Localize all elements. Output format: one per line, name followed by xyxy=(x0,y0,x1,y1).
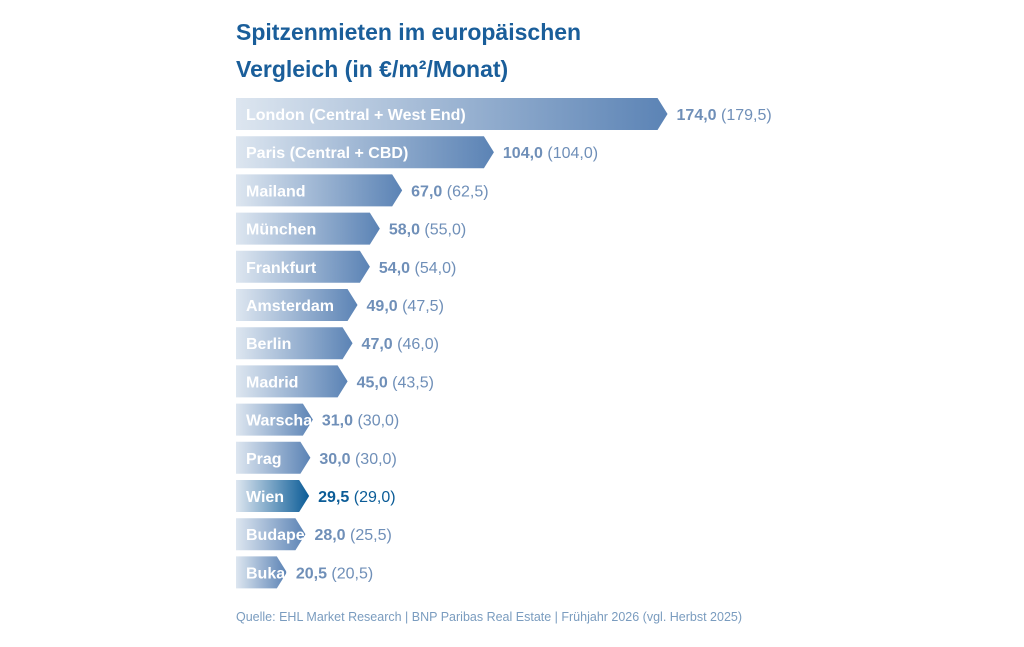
bar-paris-central-cbd xyxy=(236,136,494,169)
value-label: 20,5 (20,5) xyxy=(296,565,373,582)
current-value: 29,5 xyxy=(318,489,349,506)
current-value: 174,0 xyxy=(677,107,717,124)
bar-bukarest xyxy=(236,556,287,589)
previous-value: (43,5) xyxy=(388,374,434,391)
value-label: 49,0 (47,5) xyxy=(367,298,444,315)
bar-row-munchen: München 58,0 (55,0) xyxy=(236,212,466,245)
previous-value: (46,0) xyxy=(393,336,439,353)
value-label: 58,0 (55,0) xyxy=(389,222,466,239)
category-label: London (Central + West End) xyxy=(246,107,466,124)
previous-value: (54,0) xyxy=(410,260,456,277)
bar-row-warschau: Warschau 31,0 (30,0) xyxy=(236,403,399,436)
previous-value: (47,5) xyxy=(398,298,444,315)
bar-london-central-west-end xyxy=(236,98,668,130)
current-value: 20,5 xyxy=(296,565,327,582)
category-label: Berlin xyxy=(246,336,291,353)
category-label: Prag xyxy=(246,451,282,468)
previous-value: (29,0) xyxy=(349,489,395,506)
bar-madrid xyxy=(236,365,348,398)
previous-value: (30,0) xyxy=(351,451,397,468)
current-value: 49,0 xyxy=(367,298,398,315)
bar-row-paris-central-cbd: Paris (Central + CBD) 104,0 (104,0) xyxy=(236,136,598,169)
category-label: Madrid xyxy=(246,374,298,391)
current-value: 58,0 xyxy=(389,222,420,239)
bar-wien xyxy=(236,480,310,512)
bar-prag xyxy=(236,441,311,474)
category-label: Budapest xyxy=(246,527,320,544)
previous-value: (25,5) xyxy=(346,527,392,544)
value-label: 174,0 (179,5) xyxy=(677,107,772,124)
current-value: 30,0 xyxy=(319,451,350,468)
category-label: Frankfurt xyxy=(246,260,317,277)
value-label: 54,0 (54,0) xyxy=(379,260,456,277)
current-value: 47,0 xyxy=(362,336,393,353)
current-value: 54,0 xyxy=(379,260,410,277)
bar-row-london-central-west-end: London (Central + West End) 174,0 (179,5) xyxy=(236,98,772,130)
bar-berlin xyxy=(236,327,353,360)
category-label: Bukarest xyxy=(246,565,315,582)
previous-value: (20,5) xyxy=(327,565,373,582)
category-label: Paris (Central + CBD) xyxy=(246,145,408,162)
value-label: 29,5 (29,0) xyxy=(318,489,395,506)
current-value: 31,0 xyxy=(322,413,353,430)
bar-row-madrid: Madrid 45,0 (43,5) xyxy=(236,365,434,398)
bar-munchen xyxy=(236,212,380,245)
previous-value: (62,5) xyxy=(442,183,488,200)
bar-row-prag: Prag 30,0 (30,0) xyxy=(236,441,397,474)
bar-warschau xyxy=(236,403,313,436)
value-label: 67,0 (62,5) xyxy=(411,183,488,200)
bar-row-mailand: Mailand 67,0 (62,5) xyxy=(236,174,489,207)
bar-row-berlin: Berlin 47,0 (46,0) xyxy=(236,327,439,360)
current-value: 28,0 xyxy=(314,527,345,544)
chart-title-line-1: Spitzenmieten im europäischen xyxy=(236,19,582,45)
bar-row-frankfurt: Frankfurt 54,0 (54,0) xyxy=(236,250,456,283)
category-label: Mailand xyxy=(246,183,306,200)
category-label: Amsterdam xyxy=(246,298,334,315)
previous-value: (55,0) xyxy=(420,222,466,239)
value-label: 47,0 (46,0) xyxy=(362,336,439,353)
source-note: Quelle: EHL Market Research | BNP Pariba… xyxy=(236,610,743,624)
value-label: 31,0 (30,0) xyxy=(322,413,399,430)
bar-budapest xyxy=(236,518,306,551)
bar-frankfurt xyxy=(236,250,370,283)
bar-row-amsterdam: Amsterdam 49,0 (47,5) xyxy=(236,289,444,321)
current-value: 104,0 xyxy=(503,145,543,162)
category-label: München xyxy=(246,222,316,239)
value-label: 28,0 (25,5) xyxy=(314,527,391,544)
current-value: 45,0 xyxy=(357,374,388,391)
chart-title-line-2: Vergleich (in €/m²/Monat) xyxy=(236,56,509,82)
bar-mailand xyxy=(236,174,403,207)
value-label: 45,0 (43,5) xyxy=(357,374,434,391)
value-label: 104,0 (104,0) xyxy=(503,145,598,162)
value-label: 30,0 (30,0) xyxy=(319,451,396,468)
bar-amsterdam xyxy=(236,289,358,321)
category-label: Wien xyxy=(246,489,284,506)
previous-value: (30,0) xyxy=(353,413,399,430)
current-value: 67,0 xyxy=(411,183,442,200)
bar-row-wien: Wien 29,5 (29,0) xyxy=(236,480,396,512)
chart-title: Spitzenmieten im europäischen Vergleich … xyxy=(236,14,756,88)
previous-value: (179,5) xyxy=(717,107,772,124)
category-label: Warschau xyxy=(246,413,322,430)
previous-value: (104,0) xyxy=(543,145,598,162)
